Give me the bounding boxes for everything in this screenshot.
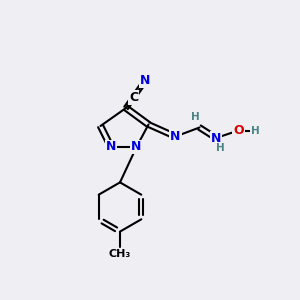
Text: N: N [140,74,150,88]
Text: CH₃: CH₃ [109,249,131,259]
Text: N: N [211,131,221,145]
Text: N: N [170,130,181,143]
Text: H: H [190,112,200,122]
Text: N: N [106,140,116,154]
Text: H: H [216,143,225,154]
Text: N: N [131,140,142,154]
Text: O: O [233,124,244,137]
Text: H: H [250,125,260,136]
Text: C: C [129,91,138,104]
